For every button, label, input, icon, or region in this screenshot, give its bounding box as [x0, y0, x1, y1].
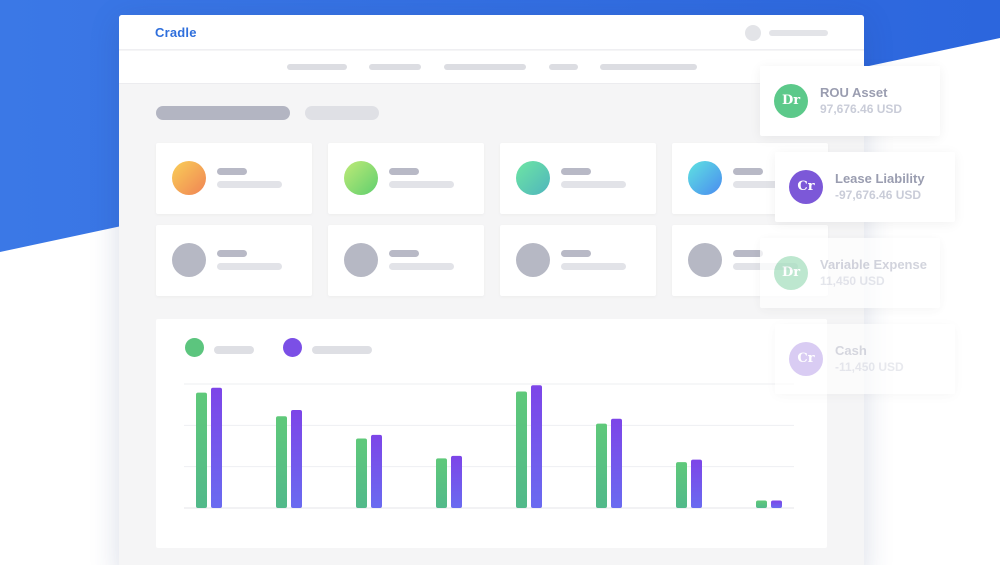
nav-item-4[interactable] [549, 64, 578, 70]
bar-series-1[interactable] [756, 500, 767, 508]
legend-swatch-green [185, 338, 204, 357]
bar-series-2[interactable] [371, 434, 382, 508]
nav-item-3[interactable] [444, 64, 526, 70]
bar-series-2[interactable] [451, 455, 462, 508]
stat-card[interactable] [328, 143, 484, 214]
nav-item-5[interactable] [600, 64, 697, 70]
nav-item-1[interactable] [287, 64, 347, 70]
stat-label-placeholder [217, 250, 247, 257]
journal-entry-card[interactable]: Cr Lease Liability -97,676.46 USD [775, 152, 955, 222]
gray-circle-icon [172, 243, 206, 277]
stat-card[interactable] [500, 143, 656, 214]
bar-series-2[interactable] [771, 500, 782, 508]
credit-badge: Cr [789, 170, 823, 204]
bar-series-1[interactable] [356, 438, 367, 508]
orange-gradient-circle-icon [172, 161, 206, 195]
gray-circle-icon [344, 243, 378, 277]
stat-value-placeholder [733, 181, 798, 188]
account-amount: 11,450 USD [820, 274, 885, 288]
page-title-placeholder [156, 106, 290, 120]
stat-card[interactable] [500, 225, 656, 296]
legend-label-placeholder [214, 346, 254, 354]
stat-value-placeholder [389, 181, 454, 188]
blue-gradient-circle-icon [688, 161, 722, 195]
stat-value-placeholder [217, 263, 282, 270]
bar-series-1[interactable] [196, 392, 207, 508]
account-name: Variable Expense [820, 257, 927, 272]
gray-circle-icon [516, 243, 550, 277]
stat-card[interactable] [156, 143, 312, 214]
stat-label-placeholder [389, 168, 419, 175]
bar-series-2[interactable] [611, 418, 622, 508]
green-gradient-circle-icon [344, 161, 378, 195]
bar-series-1[interactable] [276, 416, 287, 508]
stat-label-placeholder [217, 168, 247, 175]
account-amount: -97,676.46 USD [835, 188, 922, 202]
stat-value-placeholder [217, 181, 282, 188]
stat-value-placeholder [561, 263, 626, 270]
teal-gradient-circle-icon [516, 161, 550, 195]
stat-card[interactable] [156, 225, 312, 296]
account-name: Cash [835, 343, 867, 358]
stat-card[interactable] [328, 225, 484, 296]
bar-series-1[interactable] [516, 391, 527, 508]
nav-item-2[interactable] [369, 64, 421, 70]
stat-label-placeholder [733, 168, 763, 175]
account-name: ROU Asset [820, 85, 888, 100]
bar-series-2[interactable] [531, 385, 542, 508]
bar-series-2[interactable] [691, 459, 702, 508]
credit-badge: Cr [789, 342, 823, 376]
stat-label-placeholder [733, 250, 763, 257]
account-amount: 97,676.46 USD [820, 102, 903, 116]
bar-chart [184, 383, 794, 509]
stat-value-placeholder [389, 263, 454, 270]
top-bar: Cradle [119, 15, 864, 50]
bar-series-2[interactable] [211, 387, 222, 508]
journal-entry-card[interactable]: Dr Variable Expense 11,450 USD [760, 238, 940, 308]
brand-logo[interactable]: Cradle [155, 25, 197, 40]
debit-badge: Dr [774, 84, 808, 118]
user-name-placeholder[interactable] [769, 30, 828, 36]
stat-label-placeholder [561, 168, 591, 175]
chart-card [156, 319, 827, 548]
nav-bar [119, 51, 864, 84]
account-name: Lease Liability [835, 171, 925, 186]
journal-entry-card[interactable]: Cr Cash -11,450 USD [775, 324, 955, 394]
bar-series-1[interactable] [676, 462, 687, 508]
bar-series-1[interactable] [436, 458, 447, 508]
gray-circle-icon [688, 243, 722, 277]
legend-label-placeholder [312, 346, 372, 354]
debit-badge: Dr [774, 256, 808, 290]
avatar[interactable] [745, 25, 761, 41]
app-window: Cradle [119, 15, 864, 565]
bar-series-1[interactable] [596, 423, 607, 508]
legend-swatch-purple [283, 338, 302, 357]
bar-series-2[interactable] [291, 410, 302, 508]
stat-value-placeholder [561, 181, 626, 188]
journal-entry-card[interactable]: Dr ROU Asset 97,676.46 USD [760, 66, 940, 136]
stat-label-placeholder [389, 250, 419, 257]
stat-label-placeholder [561, 250, 591, 257]
account-amount: -11,450 USD [835, 360, 904, 374]
page-subtitle-placeholder [305, 106, 379, 120]
